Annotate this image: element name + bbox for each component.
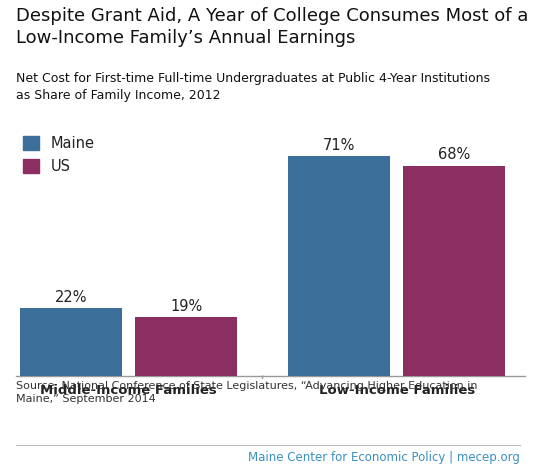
Text: 68%: 68% <box>438 148 471 163</box>
Text: Source: National Conference of State Legislatures, “Advancing Higher Education i: Source: National Conference of State Leg… <box>16 381 478 404</box>
Text: Net Cost for First-time Full-time Undergraduates at Public 4-Year Institutions
a: Net Cost for First-time Full-time Underg… <box>16 72 490 102</box>
Text: Maine Center for Economic Policy | mecep.org: Maine Center for Economic Policy | mecep… <box>248 451 520 464</box>
Legend: Maine, US: Maine, US <box>24 136 95 174</box>
Text: 22%: 22% <box>55 290 87 305</box>
Text: 71%: 71% <box>323 138 355 153</box>
Bar <box>135 317 237 376</box>
Bar <box>288 156 390 376</box>
Bar <box>403 165 505 376</box>
Text: 19%: 19% <box>170 299 203 314</box>
Bar <box>20 308 122 376</box>
Text: Despite Grant Aid, A Year of College Consumes Most of a
Low-Income Family’s Annu: Despite Grant Aid, A Year of College Con… <box>16 7 528 47</box>
